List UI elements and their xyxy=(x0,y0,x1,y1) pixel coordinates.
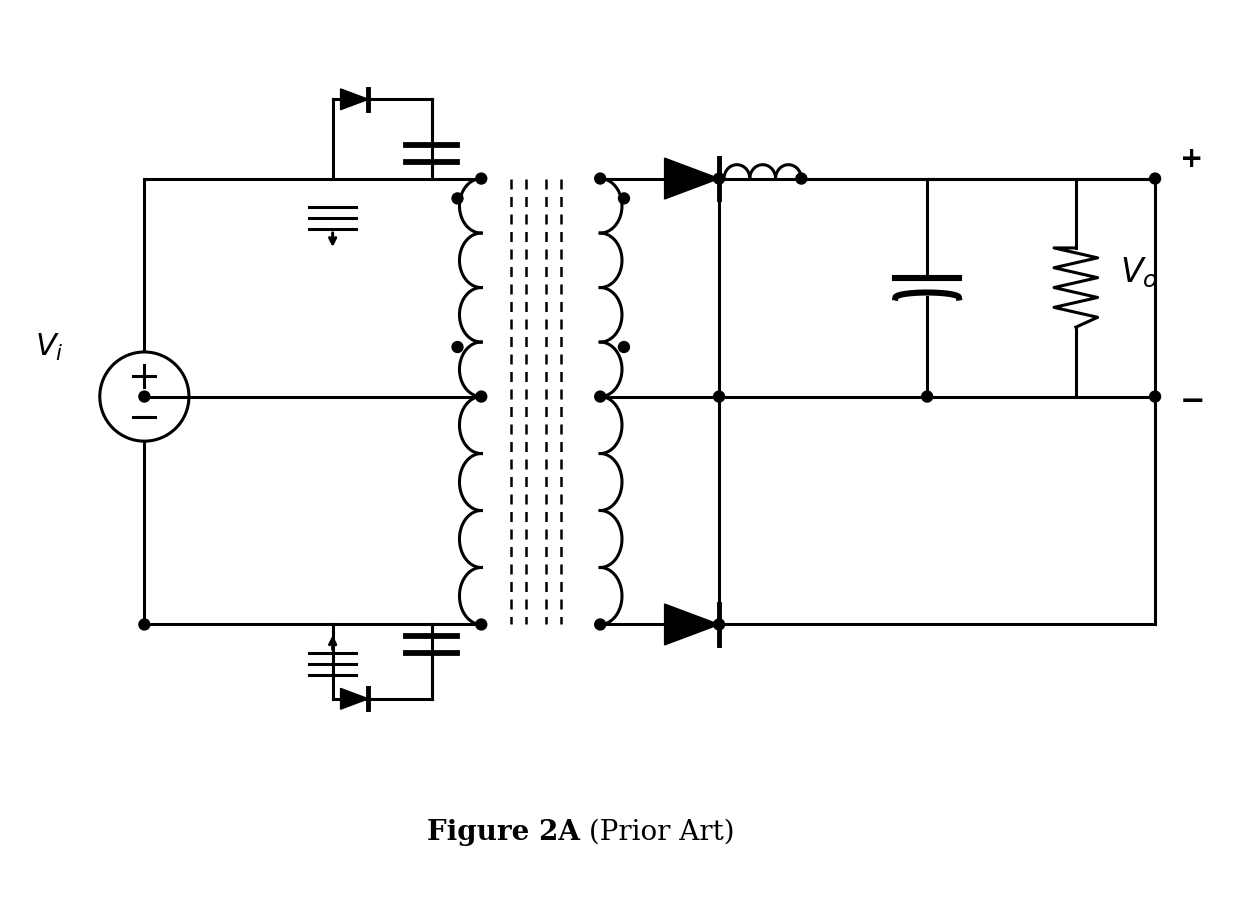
Circle shape xyxy=(453,193,463,204)
Text: $V_o$: $V_o$ xyxy=(1121,256,1158,290)
Polygon shape xyxy=(665,604,719,645)
Circle shape xyxy=(453,342,463,353)
Circle shape xyxy=(921,391,932,402)
Circle shape xyxy=(139,619,150,630)
Circle shape xyxy=(139,391,150,402)
Text: −: − xyxy=(1179,387,1205,416)
Circle shape xyxy=(595,619,605,630)
Circle shape xyxy=(595,391,605,402)
Circle shape xyxy=(619,193,630,204)
Circle shape xyxy=(619,342,630,353)
Circle shape xyxy=(476,173,487,184)
Polygon shape xyxy=(341,689,368,709)
Circle shape xyxy=(595,173,605,184)
Text: $V_i$: $V_i$ xyxy=(36,332,64,363)
Text: +: + xyxy=(1179,145,1203,173)
Circle shape xyxy=(714,391,724,402)
Circle shape xyxy=(714,619,724,630)
Circle shape xyxy=(476,619,487,630)
Circle shape xyxy=(796,173,807,184)
Circle shape xyxy=(476,391,487,402)
Polygon shape xyxy=(665,158,719,199)
Circle shape xyxy=(1149,173,1161,184)
Circle shape xyxy=(714,173,724,184)
Text: Figure 2A: Figure 2A xyxy=(428,819,580,846)
Circle shape xyxy=(1149,391,1161,402)
Polygon shape xyxy=(341,89,368,110)
Text: (Prior Art): (Prior Art) xyxy=(580,819,735,846)
